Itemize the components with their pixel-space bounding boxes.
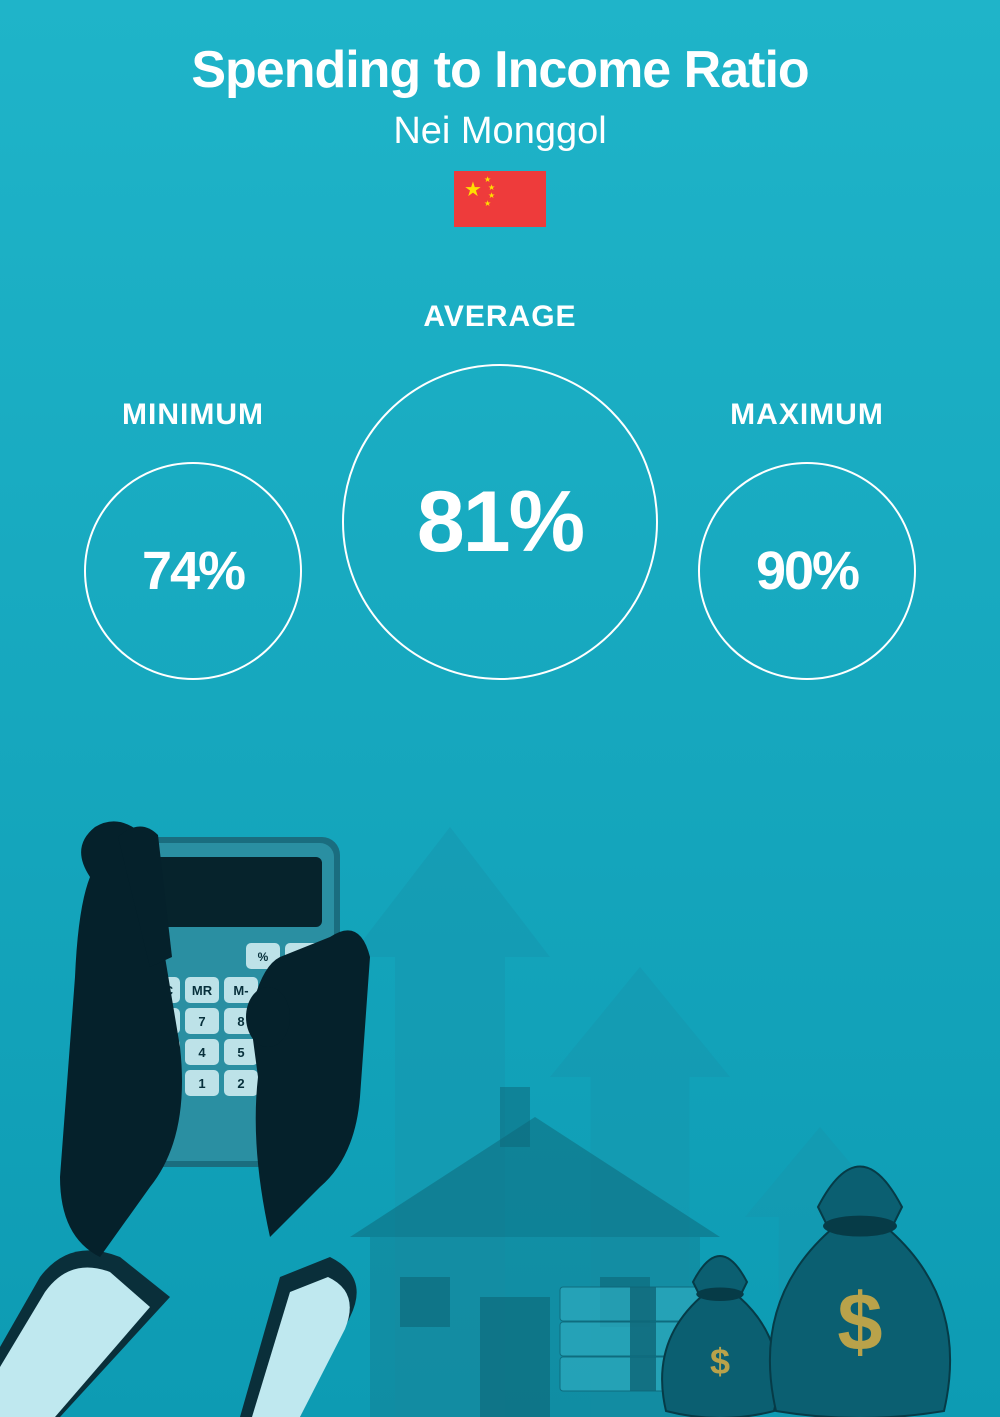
page-title: Spending to Income Ratio bbox=[0, 40, 1000, 100]
svg-text:$: $ bbox=[837, 1278, 882, 1368]
flag-star-icon: ★ bbox=[464, 177, 482, 202]
china-flag-icon: ★ ★ ★ ★ ★ bbox=[454, 171, 546, 227]
stat-minimum: MINIMUM 74% bbox=[84, 398, 302, 680]
page-subtitle: Nei Monggol bbox=[0, 110, 1000, 153]
stat-minimum-label: MINIMUM bbox=[122, 398, 264, 432]
stat-minimum-circle: 74% bbox=[84, 462, 302, 680]
stat-maximum-label: MAXIMUM bbox=[730, 398, 884, 432]
svg-text:$: $ bbox=[710, 1341, 730, 1382]
stat-maximum-value: 90% bbox=[756, 540, 858, 602]
svg-text:7: 7 bbox=[198, 1014, 205, 1029]
svg-text:1: 1 bbox=[198, 1076, 205, 1091]
flag-star-icon: ★ bbox=[484, 199, 491, 208]
stat-minimum-value: 74% bbox=[142, 540, 244, 602]
svg-text:%: % bbox=[258, 950, 269, 964]
stat-average-circle: 81% bbox=[342, 364, 658, 680]
header: Spending to Income Ratio Nei Monggol ★ ★… bbox=[0, 40, 1000, 227]
svg-text:MR: MR bbox=[192, 983, 213, 998]
svg-text:5: 5 bbox=[237, 1045, 244, 1060]
stat-maximum: MAXIMUM 90% bbox=[698, 398, 916, 680]
svg-text:M-: M- bbox=[233, 983, 248, 998]
svg-text:8: 8 bbox=[237, 1014, 244, 1029]
stats-row: MINIMUM 74% AVERAGE 81% MAXIMUM 90% bbox=[0, 300, 1000, 680]
stat-average-value: 81% bbox=[417, 473, 583, 572]
svg-text:4: 4 bbox=[198, 1045, 206, 1060]
finance-illustration: $$ %MUMCMRM-M+÷+/-789×►456−C/A123+ bbox=[0, 717, 1000, 1417]
stat-maximum-circle: 90% bbox=[698, 462, 916, 680]
stat-average: AVERAGE 81% bbox=[342, 300, 658, 680]
stat-average-label: AVERAGE bbox=[423, 300, 576, 334]
hands-calculator-icon: %MUMCMRM-M+÷+/-789×►456−C/A123+ bbox=[0, 821, 370, 1417]
svg-text:2: 2 bbox=[237, 1076, 244, 1091]
